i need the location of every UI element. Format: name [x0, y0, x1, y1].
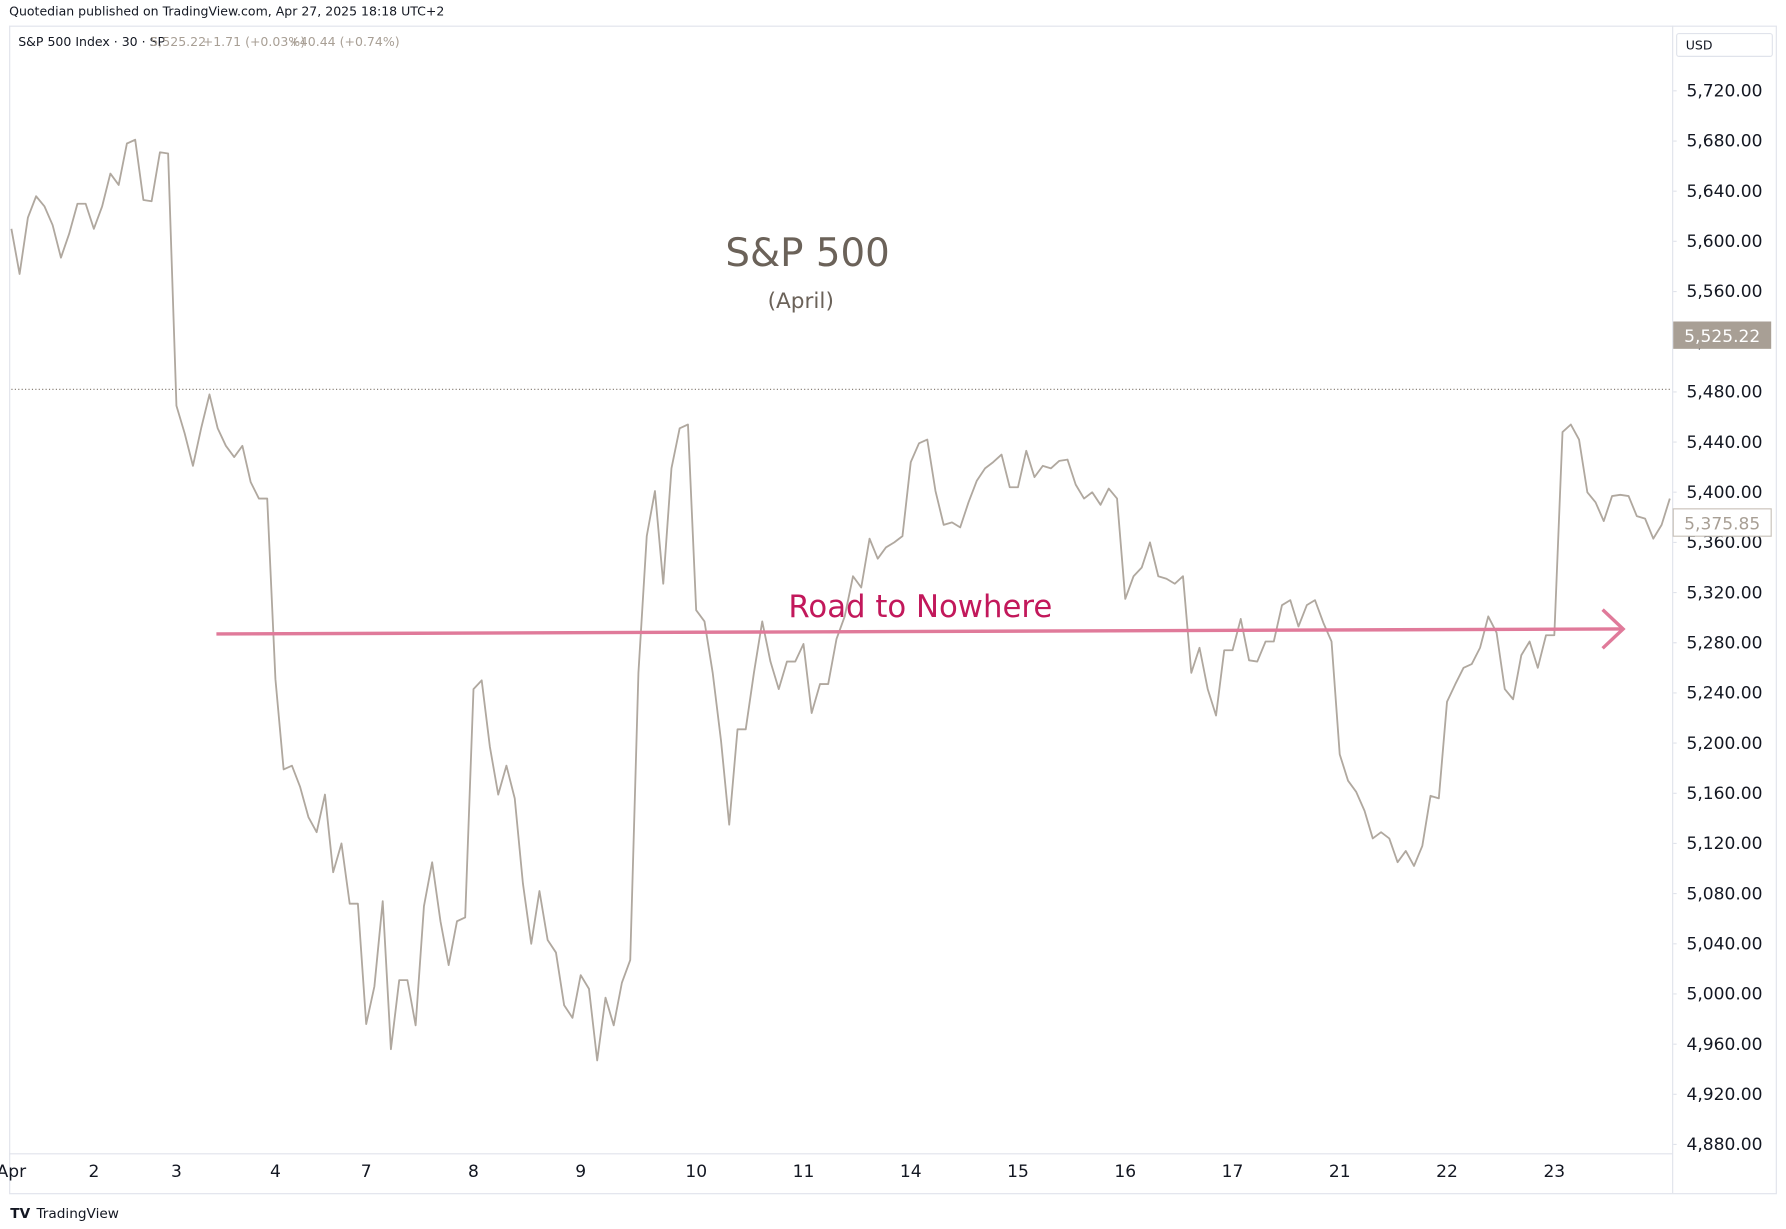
y-tick-label: 4,960.00: [1686, 1035, 1762, 1055]
x-tick-label: 17: [1222, 1162, 1244, 1182]
y-tick-label: 5,120.00: [1686, 834, 1762, 854]
y-tick-label: 5,560.00: [1686, 282, 1762, 302]
y-tick-label: 4,920.00: [1686, 1085, 1762, 1105]
symbol: S&P 500 Index · 30 · SP: [18, 34, 165, 49]
footer-logo: TV: [10, 1206, 30, 1222]
x-tick-label: 15: [1007, 1162, 1029, 1182]
arrow-head: [1601, 608, 1626, 650]
x-tick-label: 23: [1543, 1162, 1565, 1182]
y-tick-label: 5,080.00: [1686, 884, 1762, 904]
y-tick-label: 5,040.00: [1686, 934, 1762, 954]
y-tick-label: 5,160.00: [1686, 784, 1762, 804]
x-tick-label: 9: [575, 1162, 586, 1182]
x-tick-label: 4: [270, 1162, 281, 1182]
y-tick-label: 5,720.00: [1686, 82, 1762, 102]
last-price-tag: [1673, 321, 1772, 349]
annotation: Road to Nowhere: [788, 589, 1052, 625]
x-tick-label: 16: [1114, 1162, 1136, 1182]
x-tick-label: 2: [88, 1162, 99, 1182]
header-price: 5,525.22: [150, 34, 206, 49]
price-line: [10, 138, 1671, 1062]
x-tick-label: 22: [1436, 1162, 1458, 1182]
x-tick-label: 14: [900, 1162, 922, 1182]
y-tick-label: 5,480.00: [1686, 383, 1762, 403]
frame: [9, 25, 1777, 1195]
x-tick-label: 11: [793, 1162, 815, 1182]
y-tick-label: 5,640.00: [1686, 182, 1762, 202]
currency[interactable]: USD: [1686, 38, 1713, 53]
y-tick-label: 5,000.00: [1686, 985, 1762, 1005]
x-tick-label: 21: [1329, 1162, 1351, 1182]
y-tick-label: 5,320.00: [1686, 583, 1762, 603]
y-tick-label: 5,600.00: [1686, 232, 1762, 252]
publisher: Quotedian published on TradingView.com, …: [9, 3, 444, 18]
currency-box[interactable]: [1676, 33, 1773, 57]
x-tick-label: 8: [468, 1162, 479, 1182]
current-price-label: 5,375.85: [1684, 514, 1760, 534]
y-tick-label: 5,240.00: [1686, 684, 1762, 704]
x-tick-label: 7: [361, 1162, 372, 1182]
footer: TradingView: [35, 1206, 119, 1222]
x-tick-label: 3: [171, 1162, 182, 1182]
current-price-tag: [1672, 508, 1772, 537]
arrow-shaft: [216, 627, 1624, 636]
last-price-label: 5,525.22: [1684, 327, 1760, 347]
y-tick-label: 5,360.00: [1686, 533, 1762, 553]
chart-subtitle: (April): [768, 289, 834, 314]
header-change-period: +40.44 (+0.74%): [289, 34, 399, 49]
y-tick-label: 5,200.00: [1686, 734, 1762, 754]
y-tick-label: 5,440.00: [1686, 433, 1762, 453]
x-tick-label: Apr: [0, 1162, 27, 1182]
y-tick-label: 5,280.00: [1686, 633, 1762, 653]
chart-title: S&P 500: [725, 231, 889, 276]
y-tick-label: 5,680.00: [1686, 132, 1762, 152]
header-change: +1.71 (+0.03%): [203, 34, 305, 49]
y-tick-label: 5,400.00: [1686, 483, 1762, 503]
x-tick-label: 10: [685, 1162, 707, 1182]
y-tick-label: 4,880.00: [1686, 1135, 1762, 1155]
